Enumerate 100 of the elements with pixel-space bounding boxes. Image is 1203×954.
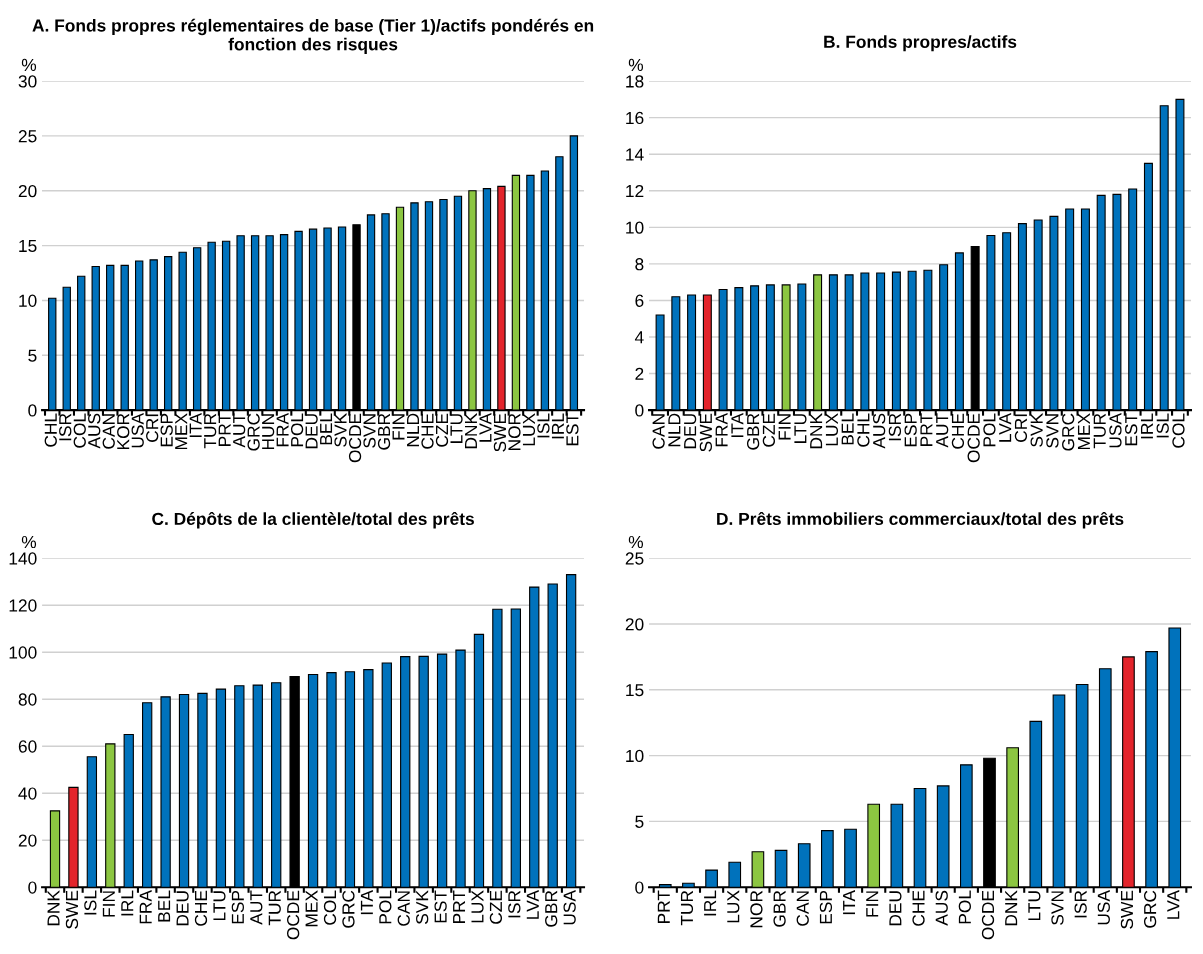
x-tick-label: ESP <box>819 890 833 924</box>
y-tick-label: 25 <box>18 130 37 143</box>
x-tick-label: DNK <box>465 413 477 449</box>
chart-title: B. Fonds propres/actifs <box>824 35 1017 52</box>
x-tick-label: AUT <box>250 890 263 925</box>
x-tick-label: OCDE <box>967 413 980 463</box>
x-tick-label: AUS <box>88 413 101 449</box>
y-tick-label: 2 <box>635 367 644 380</box>
x-tick-label: NLD <box>407 413 419 447</box>
x-tick-label: BEL <box>158 890 171 922</box>
x-tick-label: SVK <box>334 413 347 447</box>
x-tick-label: EST <box>566 413 579 446</box>
x-tick-label: ISL <box>1156 413 1169 438</box>
x-tick-label: LUX <box>522 413 536 446</box>
x-tick-label: ISL <box>84 890 97 915</box>
x-tick-label: CRI <box>1014 414 1028 442</box>
x-tick-label: SWE <box>1120 890 1134 929</box>
x-tick-label: LTU <box>450 414 463 443</box>
x-tick-label: ISR <box>1074 890 1087 918</box>
y-axis-title: % <box>628 58 644 72</box>
x-tick-label: DEU <box>889 891 902 926</box>
x-tick-label: IRL <box>551 413 564 439</box>
x-tick-label: PRT <box>218 413 231 446</box>
x-tick-label: HUN <box>262 414 275 450</box>
x-tick-label: AUS <box>872 413 886 449</box>
x-tick-label: COL <box>73 413 86 448</box>
x-tick-label: ESP <box>160 413 173 447</box>
x-tick-label: MEX <box>305 890 318 927</box>
x-tick-label: GBR <box>746 413 760 450</box>
x-tick-label: PRT <box>657 890 670 923</box>
x-tick-label: DNK <box>1005 890 1018 926</box>
x-tick-label: POL <box>379 890 392 924</box>
x-tick-label: NOR <box>508 413 521 451</box>
y-axis-title: % <box>21 58 37 72</box>
y-tick-label: 80 <box>18 693 37 706</box>
y-tick-label: 6 <box>635 294 644 307</box>
x-tick-label: SVN <box>1051 891 1064 925</box>
y-axis-title: % <box>628 535 644 549</box>
x-tick-label: TUR <box>268 890 281 926</box>
x-tick-label: ITA <box>189 412 202 438</box>
x-tick-label: FRA <box>715 412 728 447</box>
x-tick-label: CRI <box>146 414 159 442</box>
x-tick-label: EST <box>434 890 447 923</box>
x-tick-label: ISL <box>537 413 550 438</box>
x-tick-label: FIN <box>392 414 405 440</box>
y-tick-label: 15 <box>626 684 644 697</box>
x-tick-label: ITA <box>731 412 744 438</box>
y-axis-title: % <box>21 535 37 549</box>
x-tick-label: LUX <box>471 890 484 923</box>
x-tick-label: DNK <box>810 413 823 449</box>
x-tick-label: CHE <box>912 890 925 926</box>
x-tick-label: AUS <box>935 890 948 926</box>
x-tick-label: TUR <box>1093 413 1106 449</box>
x-tick-label: GRC <box>342 890 355 928</box>
x-tick-label: GRC <box>247 413 260 451</box>
x-tick-label: SWE <box>699 413 712 452</box>
x-tick-label: CHL <box>857 413 870 447</box>
x-tick-label: GBR <box>545 890 558 927</box>
x-tick-label: CAN <box>397 891 410 926</box>
x-tick-label: CHE <box>421 413 434 449</box>
x-tick-label: CZE <box>489 890 503 924</box>
x-tick-label: IRL <box>704 890 717 916</box>
x-tick-label: IRL <box>121 890 134 916</box>
x-tick-label: IRL <box>1140 413 1153 439</box>
x-tick-label: FRA <box>139 890 152 924</box>
y-tick-label: 10 <box>19 294 37 307</box>
x-tick-label: MEX <box>1077 413 1090 450</box>
x-tick-label: POL <box>290 413 304 447</box>
x-tick-label: GBR <box>773 890 786 927</box>
y-tick-label: 0 <box>635 881 644 894</box>
x-tick-label: CZE <box>762 413 776 447</box>
x-tick-label: GRC <box>1143 890 1157 928</box>
y-tick-label: 30 <box>18 75 37 88</box>
y-tick-label: 140 <box>9 552 37 565</box>
x-tick-label: CAN <box>652 414 665 449</box>
y-tick-label: 18 <box>626 75 644 88</box>
x-tick-label: POL <box>983 413 996 447</box>
y-tick-label: 10 <box>626 749 644 763</box>
x-tick-label: AUT <box>233 413 246 448</box>
x-tick-label: CHL <box>44 413 57 447</box>
x-tick-label: FIN <box>102 891 115 917</box>
x-tick-label: SWE <box>65 890 79 929</box>
x-tick-label: LVA <box>1167 890 1180 919</box>
x-tick-label: SVN <box>363 414 376 448</box>
y-tick-label: 0 <box>28 404 37 417</box>
y-tick-label: 14 <box>626 148 644 161</box>
x-tick-label: ESP <box>231 890 244 924</box>
x-tick-label: LTU <box>1028 891 1041 921</box>
x-tick-label: CHE <box>194 890 208 926</box>
x-tick-label: OCDE <box>287 890 300 940</box>
x-tick-label: ITA <box>843 890 856 915</box>
x-tick-label: ISR <box>888 413 902 441</box>
x-tick-label: LTU <box>794 414 807 443</box>
x-tick-label: NLD <box>668 413 681 447</box>
y-tick-label: 20 <box>625 618 644 631</box>
y-tick-label: 5 <box>635 815 644 828</box>
x-tick-label: EST <box>1125 413 1138 446</box>
x-tick-label: CAN <box>796 891 809 926</box>
x-tick-label: LUX <box>825 413 839 446</box>
x-tick-label: TUR <box>204 413 217 449</box>
